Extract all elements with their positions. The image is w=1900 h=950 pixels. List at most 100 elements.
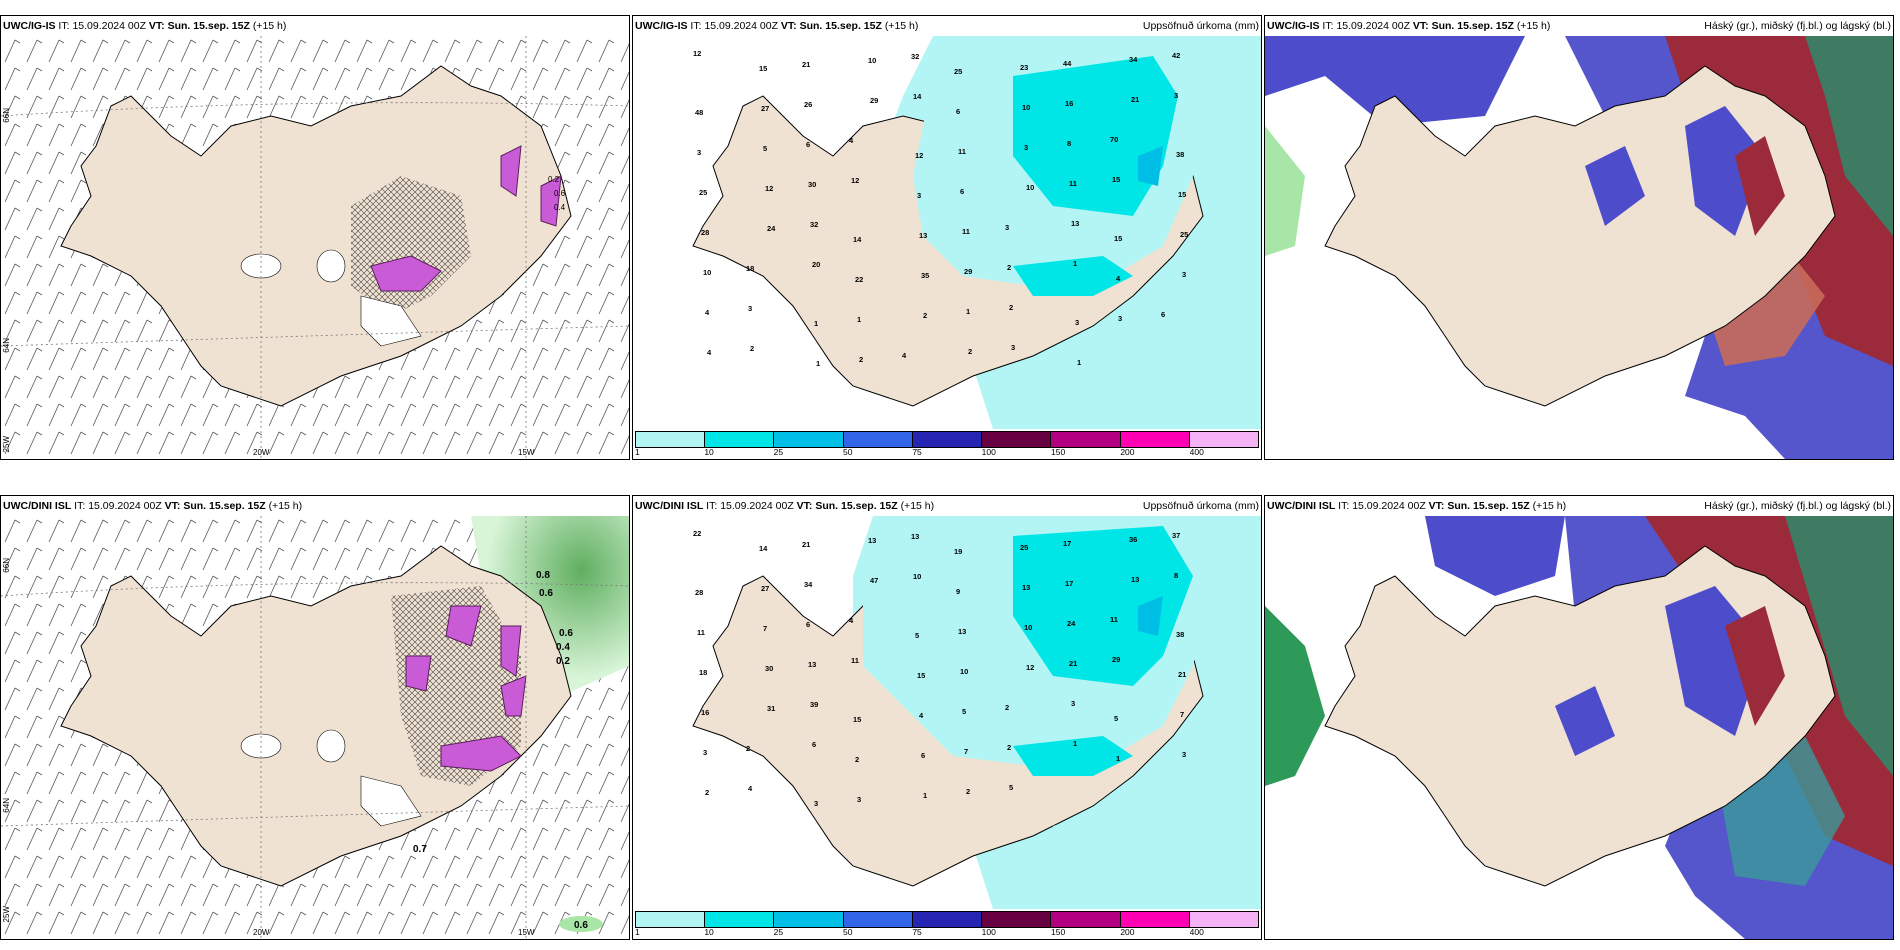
init-time: 15.09.2024 00Z (1352, 500, 1426, 512)
legend-colorbar (635, 431, 1259, 448)
vt-label: VT: (1428, 500, 1445, 512)
lon25-label: 25W (2, 436, 11, 453)
it-label: IT: (58, 20, 70, 32)
precip-value: 34 (804, 580, 813, 589)
legend-swatch (774, 912, 844, 927)
model-name: UWC/DINI ISL (1267, 500, 1336, 512)
precip-value: 29 (964, 267, 972, 276)
precip-value: 30 (765, 664, 773, 673)
precip-value: 10 (1024, 623, 1032, 632)
panel-dini-wind: UWC/DINI ISL IT: 15.09.2024 00Z VT: Sun.… (0, 495, 630, 940)
spec-label: 0.6 (574, 920, 588, 931)
precip-value: 7 (964, 747, 968, 756)
precip-value: 20 (812, 260, 820, 269)
precip-value: 1 (966, 307, 970, 316)
legend-swatch (912, 432, 983, 447)
legend-swatch (912, 912, 983, 927)
cloud-map (1265, 516, 1893, 939)
precip-value: 12 (1026, 663, 1034, 672)
precip-value: 31 (767, 704, 775, 713)
precip-value: 24 (767, 224, 776, 233)
precip-value: 14 (759, 544, 768, 553)
it-label: IT: (1322, 20, 1334, 32)
legend-label: 200 (1120, 927, 1135, 937)
valid-time: Sun. 15.sep. 15Z (815, 500, 898, 512)
model-name: UWC/IG-IS (3, 20, 56, 32)
precip-value: 28 (695, 588, 703, 597)
lead-time: (+15 h) (268, 500, 303, 512)
precip-value: 7 (763, 624, 767, 633)
legend-swatch (982, 912, 1052, 927)
precip-value: 22 (855, 275, 863, 284)
legend-swatch (1051, 432, 1121, 447)
precip-value: 6 (806, 620, 810, 629)
model-name: UWC/DINI ISL (635, 500, 704, 512)
precip-value: 11 (958, 147, 966, 156)
precip-value: 14 (853, 235, 862, 244)
precip-map: 12 15 21 10 32 25 23 44 34 42 48 27 26 29 14 6 10 16 21 3 3 5… (633, 36, 1261, 429)
lead-time: (+15 h) (1532, 500, 1567, 512)
precip-value: 3 (1071, 699, 1075, 708)
precip-value: 16 (1065, 99, 1073, 108)
precip-value: 10 (960, 667, 968, 676)
legend-label: 100 (981, 447, 996, 457)
panel-header: UWC/DINI ISL IT: 15.09.2024 00Z VT: Sun.… (633, 496, 1261, 516)
legend-swatch (1051, 912, 1121, 927)
precip-value: 48 (695, 108, 703, 117)
legend-label: 50 (843, 927, 853, 937)
panel-header: UWC/DINI ISL IT: 15.09.2024 00Z VT: Sun.… (1265, 496, 1893, 516)
precip-legend: 1 10 25 50 75 100 150 200 400 (633, 909, 1261, 939)
legend-label: 150 (1051, 447, 1066, 457)
precip-value: 32 (810, 220, 818, 229)
field-title: Háský (gr.), miðský (fj.bl.) og lágský (… (1704, 500, 1891, 512)
precip-value: 15 (759, 64, 767, 73)
legend-label: 10 (704, 927, 714, 937)
precip-value: 2 (923, 311, 927, 320)
precip-value: 3 (1182, 270, 1186, 279)
legend-swatch (843, 912, 913, 927)
wind-map: 0.2 0.6 0.4 (1, 36, 629, 459)
vt-label: VT: (164, 500, 181, 512)
valid-time: Sun. 15.sep. 15Z (167, 20, 250, 32)
precip-value: 28 (701, 228, 709, 237)
panel-ig-clouds: UWC/IG-IS IT: 15.09.2024 00Z VT: Sun. 15… (1264, 15, 1894, 460)
precip-value: 21 (1178, 670, 1186, 679)
precip-value: 25 (1020, 543, 1028, 552)
precip-value: 3 (1174, 91, 1178, 100)
precip-value: 13 (808, 660, 816, 669)
lat64-label: 64N (2, 798, 11, 813)
precip-value: 25 (954, 67, 962, 76)
panel-header: UWC/DINI ISL IT: 15.09.2024 00Z VT: Sun.… (1, 496, 629, 516)
lon15-label: 15W (518, 448, 535, 457)
legend-label: 25 (773, 927, 784, 937)
panel-header: UWC/IG-IS IT: 15.09.2024 00Z VT: Sun. 15… (1265, 16, 1893, 36)
precip-value: 14 (913, 92, 922, 101)
legend-label: 75 (912, 447, 922, 457)
precip-value: 21 (802, 540, 810, 549)
precip-value: 8 (1174, 571, 1178, 580)
precip-value: 30 (808, 180, 816, 189)
precip-value: 10 (703, 268, 711, 277)
init-time: 15.09.2024 00Z (72, 20, 146, 32)
lat64-label: 64N (2, 338, 11, 353)
valid-time: Sun. 15.sep. 15Z (183, 500, 266, 512)
precip-value: 17 (1063, 539, 1071, 548)
field-title: Uppsöfnuð úrkoma (mm) (1142, 500, 1259, 512)
model-name: UWC/IG-IS (1267, 20, 1320, 32)
precip-value: 3 (917, 191, 921, 200)
legend-label: 10 (704, 447, 714, 457)
precip-value: 4 (919, 711, 924, 720)
precip-value: 25 (1180, 230, 1188, 239)
precip-value: 13 (1071, 219, 1079, 228)
precip-value: 8 (1067, 139, 1071, 148)
precip-value: 1 (923, 791, 927, 800)
precip-value: 12 (765, 184, 773, 193)
init-time: 15.09.2024 00Z (704, 20, 778, 32)
vt-label: VT: (796, 500, 813, 512)
legend-label: 100 (981, 927, 996, 937)
panel-ig-precip: UWC/IG-IS IT: 15.09.2024 00Z VT: Sun. 15… (632, 15, 1262, 460)
precip-value: 15 (1178, 190, 1186, 199)
legend-swatch (636, 912, 706, 927)
spec-label: 0.2 (548, 175, 560, 184)
precip-value: 21 (802, 60, 810, 69)
